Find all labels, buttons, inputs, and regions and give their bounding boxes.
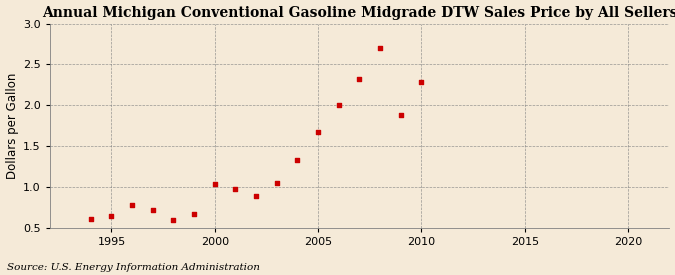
Point (209, 182, 220, 186)
Point (313, 130, 323, 134)
Point (106, 214, 117, 218)
Point (354, 77, 365, 81)
Title: Annual Michigan Conventional Gasoline Midgrade DTW Sales Price by All Sellers: Annual Michigan Conventional Gasoline Mi… (42, 6, 675, 20)
Y-axis label: Dollars per Gallon: Dollars per Gallon (5, 73, 18, 179)
Point (333, 103, 344, 107)
Point (416, 79, 427, 84)
Point (168, 218, 179, 222)
Point (230, 187, 241, 191)
Point (189, 211, 200, 216)
Point (127, 203, 138, 208)
Point (86, 216, 97, 221)
Point (292, 158, 303, 163)
Point (250, 193, 261, 198)
Point (396, 113, 406, 117)
Point (271, 181, 282, 186)
Text: Source: U.S. Energy Information Administration: Source: U.S. Energy Information Administ… (7, 263, 260, 272)
Point (375, 46, 385, 50)
Point (147, 207, 158, 212)
